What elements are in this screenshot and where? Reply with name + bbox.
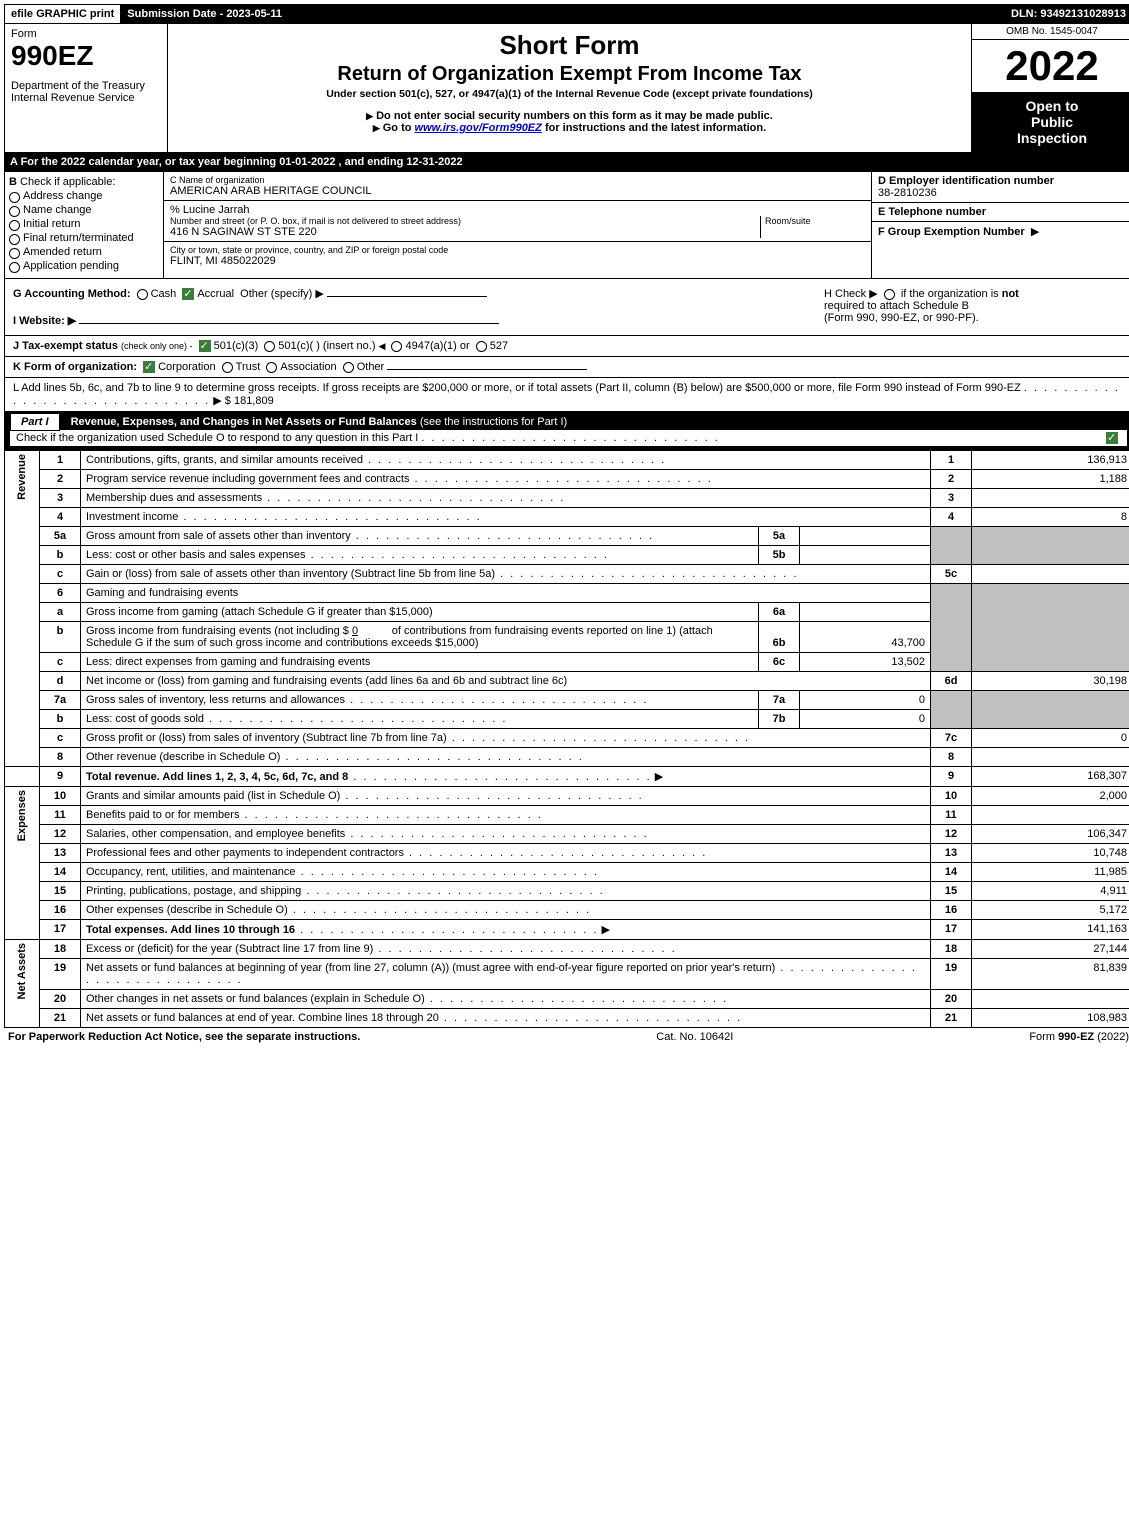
submission-date: Submission Date - 2023-05-11 [121, 5, 1005, 23]
radio-527[interactable] [476, 341, 487, 352]
checkbox-name-change[interactable]: Name change [9, 204, 159, 216]
f-label: F Group Exemption Number [878, 226, 1025, 238]
goto-instructions: Go to www.irs.gov/Form990EZ for instruct… [172, 122, 967, 134]
line-14: 14 Occupancy, rent, utilities, and maint… [5, 863, 1129, 882]
header-left: Form 990EZ Department of the Treasury In… [5, 24, 168, 152]
line-20: 20 Other changes in net assets or fund b… [5, 990, 1129, 1009]
line-1: Revenue 1 Contributions, gifts, grants, … [5, 451, 1129, 470]
line-l: L Add lines 5b, 6c, and 7b to line 9 to … [4, 378, 1129, 412]
footer-cat: Cat. No. 10642I [656, 1031, 733, 1043]
radio-association[interactable] [266, 362, 277, 373]
page-footer: For Paperwork Reduction Act Notice, see … [4, 1028, 1129, 1046]
radio-h[interactable] [884, 289, 895, 300]
radio-other-org[interactable] [343, 362, 354, 373]
under-section: Under section 501(c), 527, or 4947(a)(1)… [172, 88, 967, 100]
line-17: 17 Total expenses. Add lines 10 through … [5, 920, 1129, 940]
checkbox-schedule-o[interactable] [1106, 432, 1118, 444]
ssn-warning: Do not enter social security numbers on … [172, 110, 967, 122]
section-ghi: G Accounting Method: Cash Accrual Other … [4, 279, 1129, 336]
omb-number: OMB No. 1545-0047 [972, 24, 1129, 40]
radio-4947[interactable] [391, 341, 402, 352]
header-center: Short Form Return of Organization Exempt… [168, 24, 971, 152]
line-5a: 5a Gross amount from sale of assets othe… [5, 527, 1129, 546]
street-label: Number and street (or P. O. box, if mail… [170, 216, 760, 226]
lines-table: Revenue 1 Contributions, gifts, grants, … [4, 450, 1129, 1028]
part1-header: Part I Revenue, Expenses, and Changes in… [4, 412, 1129, 450]
radio-501c[interactable] [264, 341, 275, 352]
street-address: 416 N SAGINAW ST STE 220 [170, 226, 760, 238]
tax-year: 2022 [972, 40, 1129, 92]
footer-right: Form 990-EZ (2022) [1029, 1031, 1129, 1043]
c-name-label: C Name of organization [170, 175, 865, 185]
e-label: E Telephone number [878, 206, 986, 218]
org-name: AMERICAN ARAB HERITAGE COUNCIL [170, 185, 865, 197]
col-c: C Name of organization AMERICAN ARAB HER… [164, 172, 872, 278]
return-title: Return of Organization Exempt From Incom… [172, 63, 967, 86]
l-amount: ▶ $ 181,809 [213, 395, 273, 407]
checkbox-corporation[interactable] [143, 361, 155, 373]
line-2: 2 Program service revenue including gove… [5, 470, 1129, 489]
line-8: 8 Other revenue (describe in Schedule O)… [5, 748, 1129, 767]
city-label: City or town, state or province, country… [170, 245, 865, 255]
i-label: I Website: ▶ [13, 315, 76, 327]
h-block: H Check ▶ if the organization is not req… [816, 279, 1129, 335]
line-k: K Form of organization: Corporation Trus… [4, 357, 1129, 378]
care-of: % Lucine Jarrah [170, 204, 865, 216]
line-6d: d Net income or (loss) from gaming and f… [5, 672, 1129, 691]
line-12: 12 Salaries, other compensation, and emp… [5, 825, 1129, 844]
line-11: 11 Benefits paid to or for members 11 [5, 806, 1129, 825]
line-13: 13 Professional fees and other payments … [5, 844, 1129, 863]
checkbox-accrual[interactable] [182, 288, 194, 300]
dept-label: Department of the Treasury [11, 80, 161, 92]
section-bcdef: B Check if applicable: Address change Na… [4, 171, 1129, 279]
line-9: 9 Total revenue. Add lines 1, 2, 3, 4, 5… [5, 767, 1129, 787]
line-7c: c Gross profit or (loss) from sales of i… [5, 729, 1129, 748]
radio-cash[interactable] [137, 289, 148, 300]
line-15: 15 Printing, publications, postage, and … [5, 882, 1129, 901]
form-header: Form 990EZ Department of the Treasury In… [4, 24, 1129, 153]
top-bar: efile GRAPHIC print Submission Date - 20… [4, 4, 1129, 24]
line-18: Net Assets 18 Excess or (deficit) for th… [5, 940, 1129, 959]
line-21: 21 Net assets or fund balances at end of… [5, 1009, 1129, 1028]
irs-label: Internal Revenue Service [11, 92, 161, 104]
line-7a: 7a Gross sales of inventory, less return… [5, 691, 1129, 710]
line-4: 4 Investment income 4 8 [5, 508, 1129, 527]
line-5c: c Gain or (loss) from sale of assets oth… [5, 565, 1129, 584]
g-label: G Accounting Method: [13, 288, 131, 300]
city-state-zip: FLINT, MI 485022029 [170, 255, 865, 267]
checkbox-initial-return[interactable]: Initial return [9, 218, 159, 230]
col-de: D Employer identification number 38-2810… [872, 172, 1129, 278]
line-6: 6 Gaming and fundraising events [5, 584, 1129, 603]
irs-link[interactable]: www.irs.gov/Form990EZ [415, 122, 542, 134]
row-a-period: A For the 2022 calendar year, or tax yea… [4, 153, 1129, 171]
checkbox-final-return[interactable]: Final return/terminated [9, 232, 159, 244]
header-right: OMB No. 1545-0047 2022 Open to Public In… [971, 24, 1129, 152]
ein: 38-2810236 [878, 187, 1126, 199]
form-word: Form [11, 28, 161, 40]
room-label: Room/suite [760, 216, 865, 238]
line-16: 16 Other expenses (describe in Schedule … [5, 901, 1129, 920]
open-public-badge: Open to Public Inspection [972, 92, 1129, 152]
col-b: B Check if applicable: Address change Na… [5, 172, 164, 278]
checkbox-501c3[interactable] [199, 340, 211, 352]
line-3: 3 Membership dues and assessments 3 [5, 489, 1129, 508]
footer-left: For Paperwork Reduction Act Notice, see … [8, 1031, 360, 1043]
line-10: Expenses 10 Grants and similar amounts p… [5, 787, 1129, 806]
line-19: 19 Net assets or fund balances at beginn… [5, 959, 1129, 990]
checkbox-pending[interactable]: Application pending [9, 260, 159, 272]
d-label: D Employer identification number [878, 175, 1054, 187]
dln: DLN: 93492131028913 [1005, 5, 1129, 23]
line-j: J Tax-exempt status (check only one) - 5… [4, 336, 1129, 357]
g-block: G Accounting Method: Cash Accrual Other … [5, 279, 816, 335]
checkbox-address-change[interactable]: Address change [9, 190, 159, 202]
radio-trust[interactable] [222, 362, 233, 373]
efile-label: efile GRAPHIC print [5, 5, 121, 23]
checkbox-amended[interactable]: Amended return [9, 246, 159, 258]
form-number: 990EZ [11, 40, 161, 72]
short-form-title: Short Form [172, 30, 967, 61]
